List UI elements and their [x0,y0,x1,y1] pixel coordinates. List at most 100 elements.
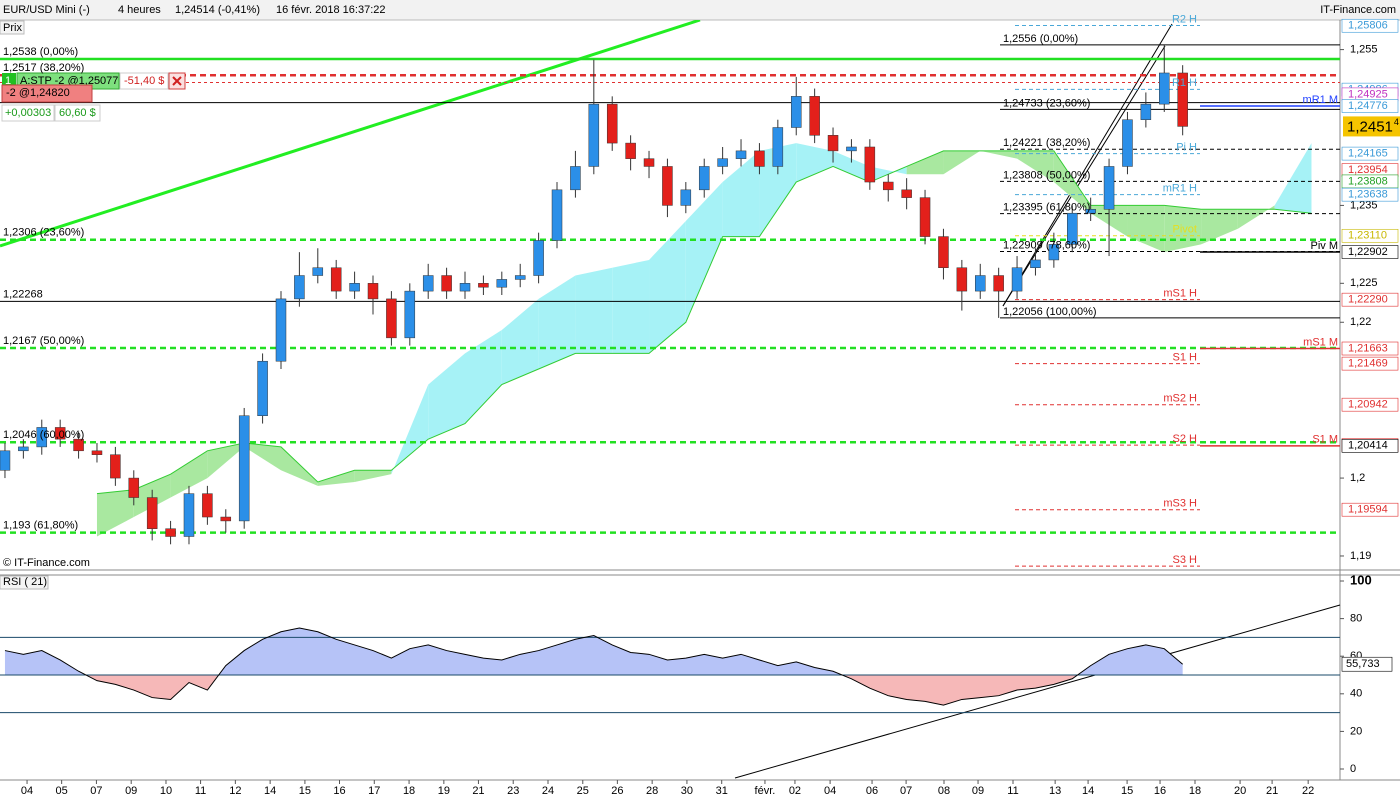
current-price: 1,2451 [1347,118,1393,135]
price-label: 1,24776 [1348,100,1388,112]
price-label-box [1341,228,1399,243]
candle-body [386,298,397,339]
pivot-label: S1 M [1312,434,1338,446]
candle-body [533,240,544,276]
pivot-label: Piv M [1311,240,1339,252]
candle-body [827,135,839,152]
candle-body [698,166,710,191]
candle-body [993,275,1004,292]
level-label: 1,2517 (38,20%) [3,62,84,74]
price-label-box [1341,356,1399,371]
cloud-segment [612,259,650,354]
rsi-line [4,627,1183,706]
pos-diff: +0,00303 [5,107,51,119]
y-tick-label: 20 [1350,725,1362,737]
pos-pl-box [54,104,101,122]
price-label-box [1341,18,1399,33]
x-tick-label: 04 [824,785,836,797]
pivot-label: mR1 M [1303,94,1338,106]
order-text: A:STP -2 @1,25077 [20,75,118,87]
y-tick-label: 1,19 [1350,550,1371,562]
cloud-segment [207,443,245,479]
cloud-segment [685,182,723,323]
price-label: 1,23954 [1348,164,1388,176]
rsi-trendline [734,604,1341,779]
candle-body [367,283,379,300]
x-tick-label: 19 [438,785,450,797]
current-price-sup: 4 [1394,117,1399,127]
candle-body [220,516,232,522]
candle-body [938,236,949,268]
period: 4 heures [118,4,161,16]
rsi-title-box [0,575,49,590]
rsi-last-label: 55,733 [1346,658,1380,670]
level-label: 1,2046 (60,00%) [3,429,84,441]
price-label-box [1341,245,1399,259]
candle-body [0,450,11,471]
level-label: 1,2306 (23,60%) [3,227,84,239]
x-tick-label: 31 [716,785,728,797]
candle-body [882,181,894,191]
rsi-area-above [4,628,1183,676]
candle-body [404,290,416,339]
cloud-segment [244,443,281,471]
candle-body [643,158,655,167]
x-tick-label: 15 [299,785,311,797]
cloud-segment [1017,150,1054,183]
price-label: 1,20414 [1348,440,1388,452]
cloud-segment [96,489,134,537]
x-tick-label: 21 [472,785,484,797]
fib-label: 1,22909 (78,60%) [1003,239,1090,251]
candle-body [202,493,213,518]
x-tick-label: 16 [333,785,345,797]
cloud-segment [1237,205,1275,229]
level-label: 1,2167 (50,00%) [3,335,84,347]
x-tick-label: 18 [1189,785,1201,797]
candle-body [459,283,471,292]
price-label-box [1341,99,1399,113]
candle-body [588,103,600,167]
candle-body [1067,212,1078,245]
price-label: 1,21469 [1348,358,1388,370]
y-tick-label: 40 [1350,688,1362,700]
candle-body [1011,267,1023,292]
candle-body [422,275,434,292]
cloud-segment [354,470,392,482]
x-tick-label: 28 [646,785,658,797]
cloud-segment [575,267,613,354]
order-panel: 1 A:STP -2 @1,25077 -51,40 $ -2 @1,24820… [1,72,186,122]
x-tick-label: 11 [1007,785,1018,797]
candle-body [496,279,508,288]
position-box[interactable] [1,84,93,103]
candle-body [735,150,747,159]
candle-body [570,166,581,191]
x-tick-label: 30 [681,785,693,797]
pivot-label: S1 H [1173,352,1198,364]
cloud-segment [428,353,466,440]
x-tick-label: 08 [938,785,950,797]
candle-body [146,497,158,529]
x-tick-label: 16 [1154,785,1166,797]
cloud-segment [759,143,797,237]
y-tick-label: 100 [1350,572,1372,587]
y-tick-label: 80 [1350,613,1362,625]
x-tick-label: 23 [507,785,519,797]
cloud-segment [906,150,944,175]
datetime: 16 févr. 2018 16:37:22 [276,4,385,16]
fib-label: 1,23808 (50,00%) [1003,169,1090,181]
cloud-segment [943,150,981,175]
rsi-last-box [1341,656,1393,672]
level-label: 1,22268 [3,288,43,300]
price-label-box [1341,397,1399,412]
y-tick-label: 0 [1350,763,1356,775]
order-pl: -51,40 $ [124,75,164,87]
price-label: 1,19594 [1348,504,1388,516]
y-tick-label: 1,22 [1350,316,1371,328]
cloud-segment [317,470,355,486]
fib-label: 1,24221 (38,20%) [1003,137,1090,149]
candle-body [864,146,876,183]
x-tick-label: 15 [1121,785,1133,797]
candle-body [625,142,636,159]
candle-body [349,283,360,292]
